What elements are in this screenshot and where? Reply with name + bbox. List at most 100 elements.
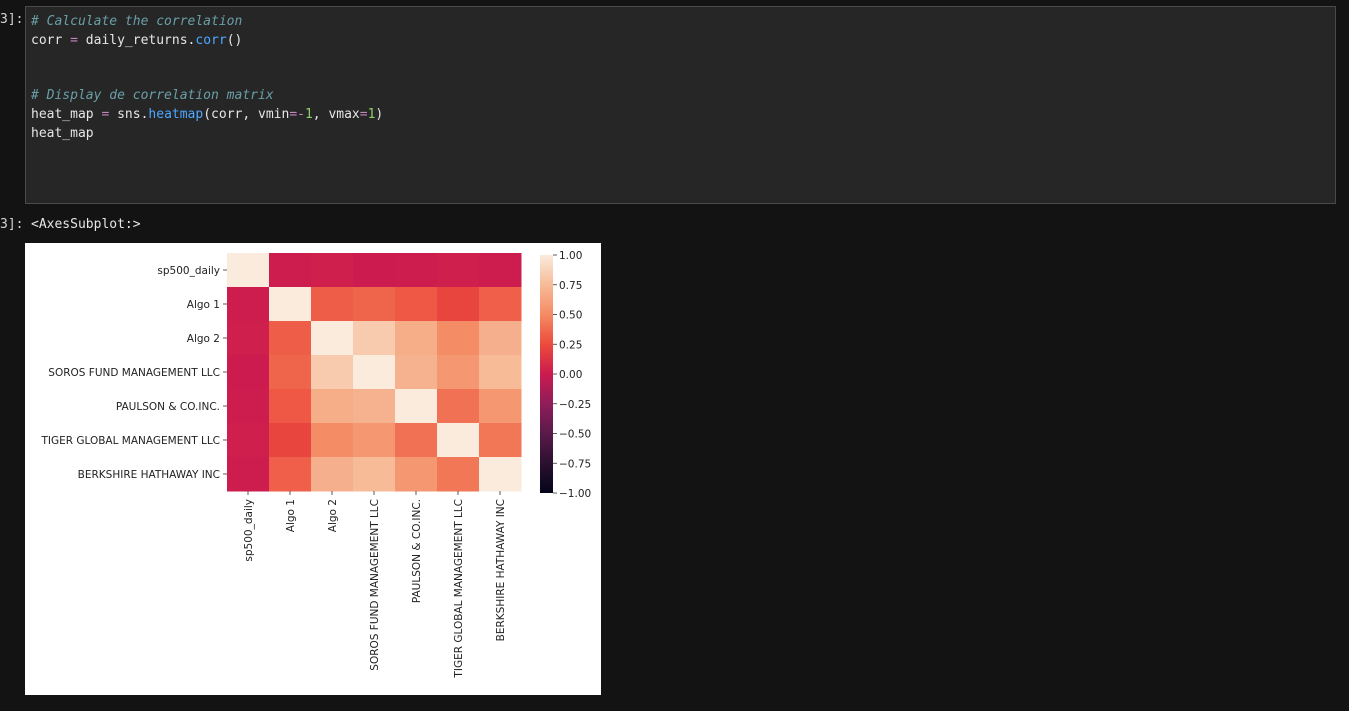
code-token: sns. bbox=[109, 106, 149, 122]
heatmap-cell bbox=[437, 287, 480, 322]
heatmap-cell bbox=[479, 253, 522, 288]
colorbar-tick-label: 0.00 bbox=[559, 369, 582, 381]
heatmap-cell bbox=[479, 457, 522, 492]
heatmap-cell bbox=[395, 423, 438, 458]
heatmap-cell bbox=[395, 253, 438, 288]
code-token: () bbox=[226, 32, 243, 48]
x-tick-label: sp500_daily bbox=[243, 499, 255, 562]
code-token: corr bbox=[195, 32, 227, 48]
heatmap-cell bbox=[311, 355, 354, 390]
output-prompt: 3]: bbox=[0, 217, 24, 232]
heatmap-cell bbox=[353, 321, 396, 356]
heatmap-cell bbox=[269, 287, 312, 322]
heatmap-cell bbox=[353, 423, 396, 458]
heatmap-cell bbox=[227, 253, 270, 288]
heatmap-cell bbox=[437, 457, 480, 492]
code-token: ) bbox=[375, 106, 384, 122]
code-token: # Calculate the correlation bbox=[31, 14, 243, 29]
code-token: , vmax bbox=[312, 106, 360, 122]
code-cell-editor[interactable]: # Calculate the correlation corr = daily_… bbox=[25, 6, 1336, 204]
heatmap-cell bbox=[311, 423, 354, 458]
output-repr-text: <AxesSubplot:> bbox=[31, 217, 141, 232]
x-tick-label: Algo 2 bbox=[327, 499, 339, 532]
code-token: heat_map bbox=[31, 106, 102, 122]
code-token: daily_returns. bbox=[77, 32, 196, 48]
code-token: (corr, vmin bbox=[203, 106, 290, 122]
colorbar-tick-label: −0.75 bbox=[559, 458, 591, 470]
code-line: # Display de correlation matrix bbox=[31, 87, 1335, 106]
heatmap-cell bbox=[227, 389, 270, 424]
y-tick-label: PAULSON & CO.INC. bbox=[116, 401, 220, 413]
code-token: 1 bbox=[367, 106, 376, 122]
colorbar-tick-label: 0.25 bbox=[559, 339, 582, 351]
heatmap-cell bbox=[479, 423, 522, 458]
heatmap-cell bbox=[269, 457, 312, 492]
code-token: = bbox=[101, 106, 110, 122]
heatmap-cell bbox=[479, 321, 522, 356]
code-token: corr bbox=[31, 32, 71, 48]
heatmap-cell bbox=[437, 321, 480, 356]
heatmap-cell bbox=[227, 457, 270, 492]
code-token: heat_map bbox=[31, 125, 94, 141]
heatmap-cell bbox=[269, 389, 312, 424]
y-tick-label: TIGER GLOBAL MANAGEMENT LLC bbox=[40, 435, 220, 447]
heatmap-cell bbox=[437, 423, 480, 458]
heatmap-cell bbox=[311, 253, 354, 288]
x-tick-label: TIGER GLOBAL MANAGEMENT LLC bbox=[453, 499, 465, 679]
heatmap-cell bbox=[353, 355, 396, 390]
code-token: =- bbox=[289, 106, 305, 122]
code-token: = bbox=[359, 106, 368, 122]
heatmap-cell bbox=[437, 355, 480, 390]
heatmap-cell bbox=[353, 457, 396, 492]
heatmap-cell bbox=[353, 253, 396, 288]
heatmap-cell bbox=[227, 355, 270, 390]
heatmap-cell bbox=[479, 355, 522, 390]
heatmap-svg: sp500_daily Algo 1 Algo 2 SOROS FUND MANAGE… bbox=[40, 250, 591, 679]
heatmap-cell bbox=[479, 287, 522, 322]
colorbar-tick-label: −0.50 bbox=[559, 429, 591, 441]
y-tick-label: BERKSHIRE HATHAWAY INC bbox=[78, 469, 220, 481]
heatmap-cell bbox=[395, 355, 438, 390]
colorbar-tick-label: 0.75 bbox=[559, 280, 582, 292]
code-token: 1 bbox=[304, 106, 313, 122]
colorbar-tick-label: 1.00 bbox=[559, 250, 582, 262]
code-line bbox=[31, 69, 1335, 88]
heatmap-cell bbox=[395, 321, 438, 356]
code-line: heat_map bbox=[31, 125, 1335, 144]
input-prompt: 3]: bbox=[0, 12, 24, 27]
heatmap-cell bbox=[311, 287, 354, 322]
colorbar-tick-label: −0.25 bbox=[559, 399, 591, 411]
heatmap-cell bbox=[269, 355, 312, 390]
y-tick-label: Algo 2 bbox=[187, 333, 220, 345]
heatmap-cell bbox=[437, 253, 480, 288]
heatmap-cell bbox=[395, 287, 438, 322]
code-token: = bbox=[70, 32, 78, 48]
code-token: # Display de correlation matrix bbox=[31, 88, 274, 104]
x-tick-label: SOROS FUND MANAGEMENT LLC bbox=[369, 499, 381, 671]
code-line: corr = daily_returns.corr() bbox=[31, 32, 1335, 51]
x-tick-label: BERKSHIRE HATHAWAY INC bbox=[495, 499, 507, 641]
x-tick-label: Algo 1 bbox=[285, 499, 297, 532]
heatmap-cell bbox=[353, 287, 396, 322]
heatmap-cell bbox=[269, 423, 312, 458]
y-tick-label: SOROS FUND MANAGEMENT LLC bbox=[48, 367, 220, 379]
heatmap-cell bbox=[311, 389, 354, 424]
heatmap-cell bbox=[227, 287, 270, 322]
heatmap-cell bbox=[437, 389, 480, 424]
heatmap-cell bbox=[311, 321, 354, 356]
x-tick-label: PAULSON & CO.INC. bbox=[411, 499, 423, 603]
colorbar-tick-label: 0.50 bbox=[559, 310, 582, 322]
heatmap-cell bbox=[227, 423, 270, 458]
heatmap-cell bbox=[269, 321, 312, 356]
code-line: # Calculate the correlation bbox=[31, 13, 1335, 32]
colorbar-tick-label: −1.00 bbox=[559, 488, 591, 500]
heatmap-cell bbox=[395, 457, 438, 492]
code-token: heatmap bbox=[148, 106, 204, 122]
heatmap-cell bbox=[353, 389, 396, 424]
y-tick-label: sp500_daily bbox=[157, 265, 220, 277]
heatmap-cell bbox=[395, 389, 438, 424]
code-line bbox=[31, 50, 1335, 69]
heatmap-cell bbox=[479, 389, 522, 424]
heatmap-cell bbox=[311, 457, 354, 492]
heatmap-cell bbox=[269, 253, 312, 288]
